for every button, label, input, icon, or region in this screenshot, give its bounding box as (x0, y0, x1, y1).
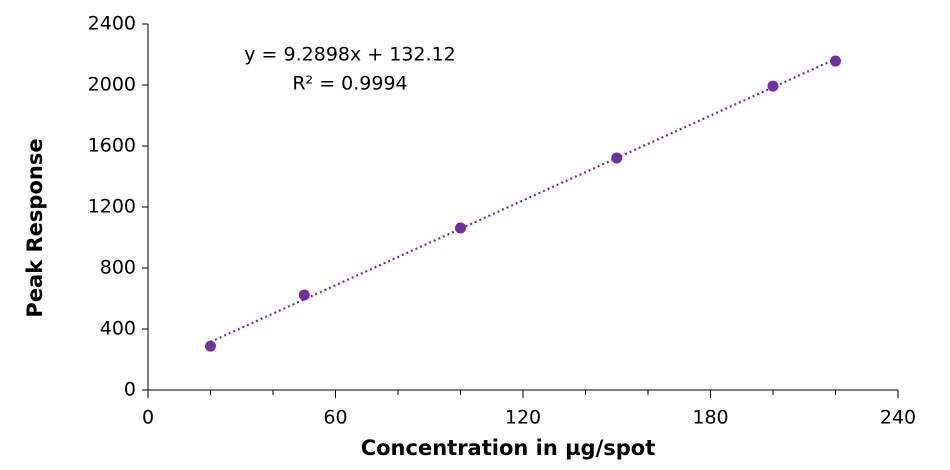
x-tick-label: 120 (505, 407, 541, 429)
trendline (210, 58, 836, 343)
equation: y = 9.2898x + 132.12 (244, 44, 455, 66)
y-tick-label: 1200 (88, 196, 136, 218)
data-point (767, 80, 779, 92)
y-tick-label: 2000 (88, 74, 136, 96)
y-tick-label: 400 (100, 318, 136, 340)
x-axis-label: Concentration in µg/spot (361, 436, 656, 460)
y-axis-label: Peak Response (23, 138, 47, 317)
data-point (611, 152, 623, 164)
data-point (455, 222, 466, 234)
y-tick-label: 800 (100, 257, 136, 279)
y-tick-label: 1600 (88, 135, 136, 157)
x-tick-label: 0 (142, 407, 154, 429)
y-tick-label: 2400 (88, 13, 136, 35)
data-point (830, 55, 841, 67)
r-squared: R² = 0.9994 (292, 73, 407, 95)
data-point (298, 289, 310, 301)
data-point (205, 340, 216, 352)
x-tick-label: 240 (880, 407, 916, 429)
y-tick-label: 0 (124, 379, 136, 401)
x-tick-label: 60 (323, 407, 347, 429)
x-tick-label: 180 (692, 407, 728, 429)
